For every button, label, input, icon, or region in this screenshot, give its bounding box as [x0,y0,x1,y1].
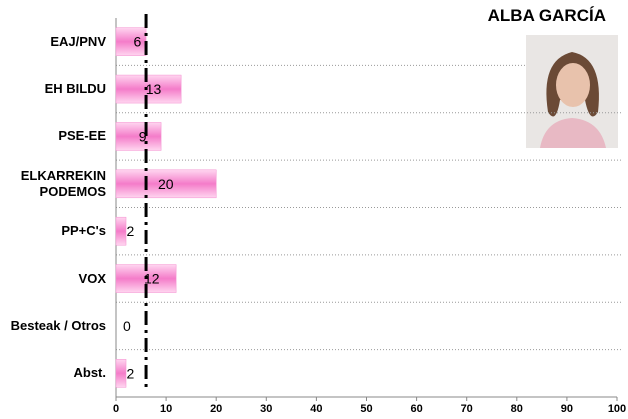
value-label: 2 [127,365,135,381]
category-label: Abst. [73,365,107,381]
x-tick-label: 60 [410,403,422,415]
x-tick-label: 40 [310,403,322,415]
chart-title: ALBA GARCÍA [487,6,606,25]
bar [115,122,162,151]
bar [115,27,147,56]
value-label: 0 [123,318,131,334]
value-label: 13 [146,81,162,97]
x-tick-label: 30 [260,403,272,415]
x-tick-label: 50 [360,403,372,415]
x-tick-label: 70 [461,403,473,415]
bar [115,216,127,246]
value-label: 6 [134,34,142,50]
x-tick-label: 80 [511,403,523,415]
category-label: PSE-EE [58,128,106,144]
x-tick-label: 90 [561,403,573,415]
value-label: 12 [144,271,160,287]
value-label: 2 [127,223,135,239]
photo [526,35,618,148]
category-label: VOX [78,270,106,286]
x-tick-label: 10 [160,403,172,415]
bar [115,359,127,388]
x-tick-label: 100 [608,403,626,415]
category-label: EH BILDU [44,81,106,97]
category-label: PP+C's [61,223,106,239]
value-label: 20 [158,176,174,192]
x-tick-label: 0 [113,403,119,415]
category-label: Besteak / Otros [10,317,106,333]
bar [115,74,182,104]
bar [115,169,217,199]
category-label: ELKARREKIN PODEMOS [20,167,106,199]
category-label: EAJ/PNV [50,33,106,49]
value-label: 9 [139,128,147,144]
x-tick-label: 20 [210,403,222,415]
